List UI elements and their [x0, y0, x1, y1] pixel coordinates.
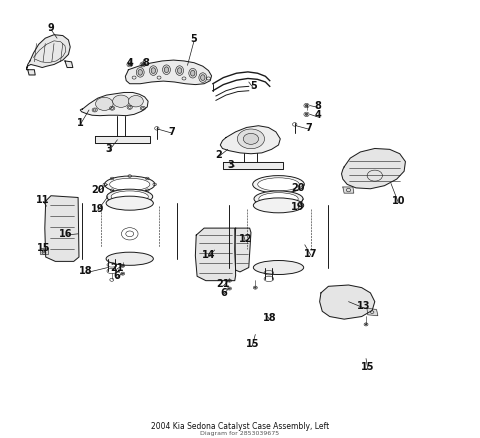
Text: 2: 2 [216, 149, 222, 159]
Text: 1: 1 [77, 118, 84, 128]
Polygon shape [125, 61, 212, 85]
Ellipse shape [238, 130, 264, 149]
Ellipse shape [253, 261, 304, 275]
Polygon shape [95, 137, 150, 144]
Text: 15: 15 [245, 339, 259, 348]
Polygon shape [342, 149, 406, 189]
Ellipse shape [199, 74, 207, 83]
Ellipse shape [176, 67, 183, 76]
Text: 20: 20 [291, 183, 304, 193]
Ellipse shape [164, 68, 168, 74]
Polygon shape [26, 35, 70, 71]
Ellipse shape [163, 66, 170, 75]
Text: 8: 8 [314, 100, 321, 110]
Ellipse shape [191, 71, 195, 77]
Text: 20: 20 [91, 184, 105, 194]
Ellipse shape [254, 191, 303, 207]
Ellipse shape [243, 134, 259, 145]
Polygon shape [28, 71, 35, 76]
Polygon shape [39, 249, 48, 255]
Text: Diagram for 2853039675: Diagram for 2853039675 [201, 431, 279, 435]
Text: 10: 10 [392, 196, 405, 206]
Text: 3: 3 [227, 159, 234, 170]
Text: 4: 4 [314, 110, 321, 120]
Ellipse shape [252, 176, 304, 194]
Ellipse shape [254, 287, 256, 289]
Polygon shape [367, 308, 378, 316]
Text: 6: 6 [113, 271, 120, 281]
Text: 21: 21 [216, 279, 230, 289]
Ellipse shape [122, 265, 123, 267]
Ellipse shape [111, 191, 148, 203]
Text: 16: 16 [59, 228, 72, 238]
Text: 13: 13 [357, 300, 370, 311]
Text: 17: 17 [304, 248, 318, 258]
Text: 7: 7 [306, 122, 312, 132]
Ellipse shape [106, 253, 153, 266]
Ellipse shape [189, 69, 197, 79]
Text: 5: 5 [191, 34, 197, 44]
Text: 5: 5 [250, 81, 256, 91]
Ellipse shape [259, 193, 298, 205]
Ellipse shape [105, 177, 155, 193]
Ellipse shape [228, 280, 230, 282]
Text: 19: 19 [91, 203, 105, 213]
Text: 8: 8 [143, 58, 149, 68]
Ellipse shape [106, 197, 153, 211]
Text: 7: 7 [169, 127, 176, 137]
Text: 19: 19 [291, 202, 304, 212]
Text: 3: 3 [105, 144, 112, 154]
Ellipse shape [136, 68, 144, 78]
Ellipse shape [122, 273, 123, 275]
Text: 6: 6 [220, 287, 227, 297]
Polygon shape [195, 229, 236, 281]
Ellipse shape [107, 190, 153, 205]
Polygon shape [320, 286, 375, 319]
Ellipse shape [201, 76, 205, 81]
Ellipse shape [305, 105, 308, 107]
Ellipse shape [149, 67, 157, 76]
Text: 4: 4 [126, 58, 133, 68]
Ellipse shape [178, 69, 182, 74]
Text: 12: 12 [239, 233, 252, 244]
Text: 14: 14 [202, 250, 215, 260]
Text: 2004 Kia Sedona Catalyst Case Assembly, Left: 2004 Kia Sedona Catalyst Case Assembly, … [151, 420, 329, 430]
Text: 18: 18 [79, 265, 93, 276]
Ellipse shape [253, 198, 304, 213]
Text: 15: 15 [361, 362, 374, 371]
Ellipse shape [96, 98, 113, 111]
Polygon shape [343, 187, 354, 194]
Text: 11: 11 [36, 194, 50, 205]
Ellipse shape [109, 179, 150, 191]
Text: 15: 15 [37, 242, 51, 252]
Text: 18: 18 [263, 312, 276, 322]
Text: 21: 21 [110, 262, 123, 272]
Polygon shape [220, 127, 280, 154]
Ellipse shape [228, 288, 230, 290]
Ellipse shape [258, 178, 300, 191]
Ellipse shape [151, 69, 156, 74]
Polygon shape [80, 93, 148, 117]
Ellipse shape [365, 324, 367, 325]
Polygon shape [235, 229, 251, 272]
Text: 9: 9 [48, 23, 54, 33]
Ellipse shape [138, 71, 143, 76]
Ellipse shape [305, 114, 308, 116]
Ellipse shape [129, 96, 144, 108]
Ellipse shape [113, 96, 129, 108]
Polygon shape [65, 62, 73, 68]
Polygon shape [223, 163, 283, 170]
Ellipse shape [141, 64, 144, 67]
Ellipse shape [128, 64, 131, 67]
Polygon shape [45, 196, 79, 262]
